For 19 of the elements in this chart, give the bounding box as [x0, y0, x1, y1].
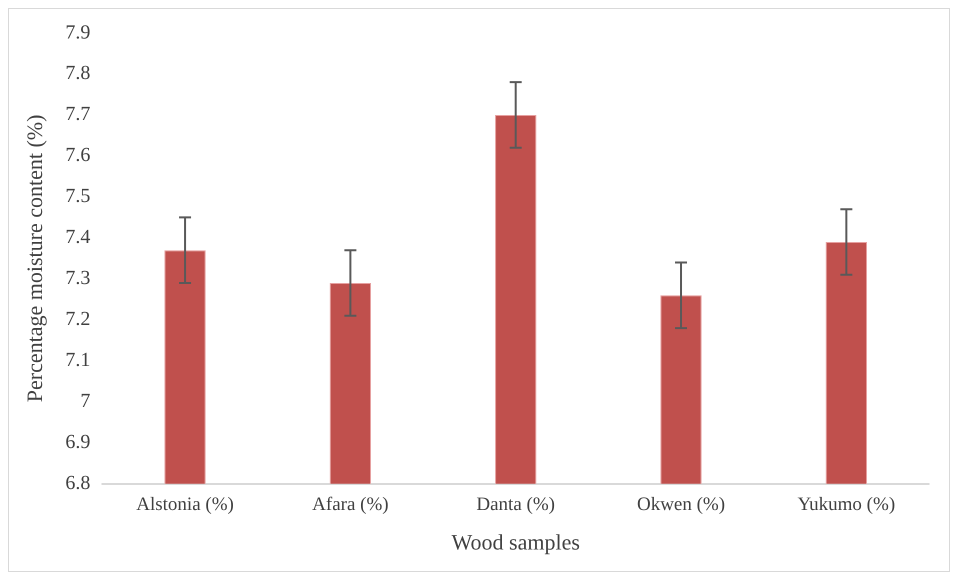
x-tick-label: Afara (%) — [312, 494, 389, 516]
y-tick-label: 7.1 — [65, 349, 90, 372]
y-tick-label: 7.7 — [65, 103, 90, 126]
x-tick-label: Alstonia (%) — [136, 494, 234, 516]
y-tick-label: 7.9 — [65, 21, 90, 44]
y-tick-label: 7.8 — [65, 62, 90, 84]
y-tick-label: 7.6 — [65, 144, 90, 166]
x-tick-label: Danta (%) — [476, 494, 556, 516]
y-tick-label: 6.9 — [65, 431, 90, 454]
y-tick-label: 6.8 — [65, 472, 90, 494]
y-tick-label: 7 — [80, 390, 90, 412]
x-axis-title: Wood samples — [452, 530, 580, 555]
y-tick-label: 7.3 — [65, 267, 90, 290]
y-tick-label: 7.4 — [65, 226, 90, 248]
y-tick-label: 7.5 — [65, 185, 90, 208]
x-tick-label: Yukumo (%) — [798, 494, 896, 516]
y-axis-title: Percentage moisture content (%) — [22, 114, 47, 402]
x-tick-label: Okwen (%) — [636, 494, 726, 516]
y-tick-label: 7.2 — [65, 308, 90, 330]
